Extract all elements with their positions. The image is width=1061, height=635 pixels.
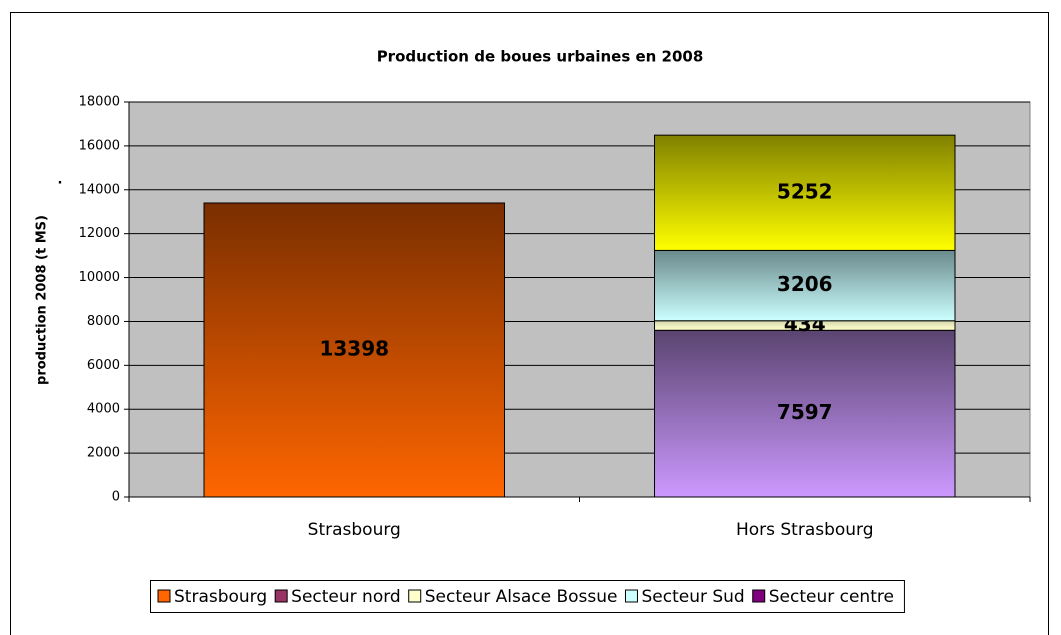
legend-swatch (752, 589, 766, 603)
bar-segment (654, 134, 956, 251)
legend-label: Strasbourg (174, 587, 267, 607)
bar-segment (203, 202, 505, 498)
y-tick-label: 18000 (79, 95, 120, 110)
legend-label: Secteur Sud (641, 587, 744, 607)
y-tick-label: 16000 (79, 138, 120, 153)
legend-swatch (274, 589, 288, 603)
legend-label: Secteur Alsace Bossue (425, 587, 618, 607)
y-tick-label: 14000 (79, 182, 120, 197)
annotation: . (58, 173, 63, 188)
y-tick-label: 6000 (87, 358, 120, 373)
y-tick-label: 12000 (79, 226, 120, 241)
y-tick-label: 0 (112, 490, 120, 505)
chart-title: Production de boues urbaines en 2008 (377, 48, 704, 66)
x-tick-label: Strasbourg (308, 520, 401, 540)
data-label: 13398 (319, 336, 389, 360)
legend-swatch (157, 589, 171, 603)
data-label: 5252 (777, 179, 833, 203)
bar-segment (654, 329, 956, 498)
y-tick-label: 2000 (87, 446, 120, 461)
data-label: 3206 (777, 272, 833, 296)
y-tick-label: 10000 (79, 270, 120, 285)
legend-label: Secteur nord (291, 587, 401, 607)
legend-label: Secteur centre (769, 587, 894, 607)
bar-segment (654, 249, 956, 322)
y-tick-label: 8000 (87, 314, 120, 329)
legend-swatch (408, 589, 422, 603)
legend-swatch (624, 589, 638, 603)
x-tick-label: Hors Strasbourg (736, 520, 874, 540)
y-tick-label: 4000 (87, 402, 120, 417)
y-axis-label: production 2008 (t MS) (35, 215, 50, 385)
data-label: 7597 (777, 400, 833, 424)
